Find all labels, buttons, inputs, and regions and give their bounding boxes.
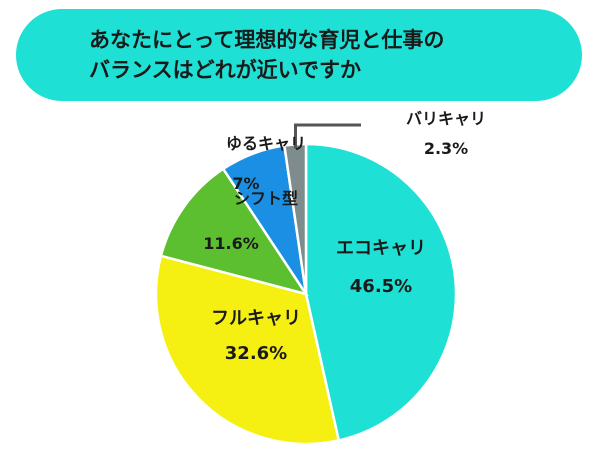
slice-label-3: シフト型 [234, 189, 298, 208]
slice-value-5: 2.3% [424, 139, 468, 158]
leader-line-5 [294, 123, 361, 149]
leader-lines [294, 123, 361, 149]
slice-value-4: 7% [232, 174, 259, 193]
slice-value-3: 11.6% [203, 234, 259, 253]
chart-title-line-1: あなたにとって理想的な育児と仕事の [89, 28, 445, 52]
pie-labels: エコキャリ 46.5% フルキャリ 32.6% シフト型 11.6% ゆるキャリ 7% バリキャ… [203, 109, 486, 364]
pie-slices [154, 142, 458, 446]
slice-label-2: フルキャリ [211, 308, 301, 329]
chart-title: あなたにとって理想的な育児と仕事の バランスはどれが近いですか [89, 25, 509, 85]
chart-title-line-2: バランスはどれが近いですか [89, 58, 361, 82]
slice-label-5: バリキャリ [406, 109, 486, 128]
slice-label-1: エコキャリ [336, 238, 426, 259]
pie-slice-2 [154, 254, 341, 446]
title-banner: あなたにとって理想的な育児と仕事の バランスはどれが近いですか [16, 9, 582, 101]
slice-value-2: 32.6% [225, 343, 287, 364]
slice-label-4: ゆるキャリ [226, 134, 306, 153]
slice-value-1: 46.5% [350, 276, 412, 297]
pie-slice-1 [304, 142, 458, 442]
pie-slice-3 [159, 167, 309, 297]
